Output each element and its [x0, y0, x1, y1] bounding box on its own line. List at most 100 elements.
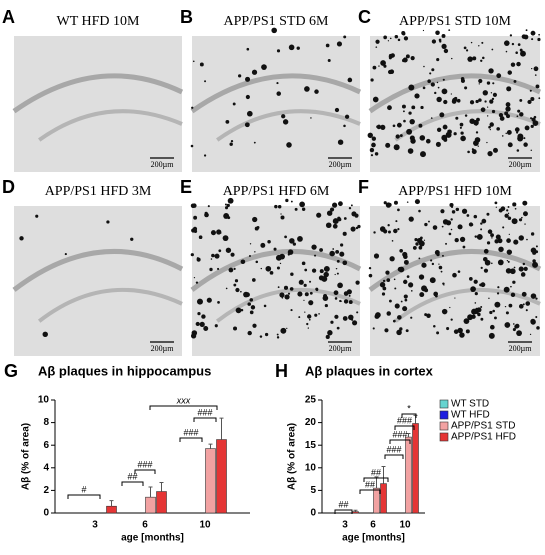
plaque-spot — [342, 260, 348, 266]
panel-letter: G — [4, 361, 18, 381]
plaque-spot — [520, 51, 524, 55]
plaque-spot — [518, 235, 524, 241]
plaque-spot — [403, 294, 408, 299]
plaque-spot — [497, 238, 503, 244]
plaque-spot — [510, 292, 516, 298]
plaque-spot — [311, 268, 317, 273]
significance-bracket — [384, 454, 404, 459]
error-bar — [159, 481, 164, 492]
error-bar — [353, 509, 358, 512]
plaque-spot — [529, 333, 532, 336]
plaque-spot — [486, 141, 488, 144]
significance-label: ### — [197, 407, 212, 417]
plaque-spot — [507, 206, 510, 208]
plaque-spot — [415, 242, 419, 246]
plaque-spot — [418, 257, 421, 260]
plaque-spot — [281, 114, 286, 119]
plaque-spot — [378, 65, 380, 67]
plaque-spot — [217, 267, 220, 271]
plaque-spot — [480, 59, 483, 62]
plaque-spot — [280, 327, 287, 334]
plaque-spot — [387, 105, 392, 111]
y-tick-label: 8 — [43, 417, 49, 428]
plaque-spot — [343, 299, 349, 304]
plaque-spot — [401, 104, 406, 109]
plaque-spot — [512, 280, 516, 284]
plaque-spot — [478, 78, 483, 84]
significance-bracket — [121, 481, 144, 486]
bar — [405, 436, 412, 514]
plaque-spot — [488, 125, 491, 129]
plaque-spot — [373, 231, 376, 234]
plaque-spot — [233, 326, 238, 331]
plaque-spot — [245, 76, 251, 82]
white-bg — [14, 24, 182, 36]
micrograph — [192, 24, 360, 172]
plaque-spot — [481, 218, 487, 224]
plaque-spot — [306, 314, 312, 319]
plaque-spot — [422, 29, 425, 32]
x-tick-label: 6 — [142, 520, 148, 531]
plaque-spot — [524, 125, 530, 131]
plaque-spot — [288, 44, 295, 51]
plaque-spot — [401, 30, 406, 35]
plaque-spot — [357, 224, 361, 229]
plaque-spot — [225, 287, 228, 290]
plaque-spot — [457, 327, 463, 334]
x-tick-label: 10 — [399, 520, 411, 531]
scale-label: 200µm — [509, 160, 533, 169]
plaque-spot — [421, 262, 427, 268]
plaque-spot — [482, 90, 488, 96]
plaque-spot — [230, 139, 234, 143]
plaque-spot — [516, 61, 521, 67]
plaque-spot — [193, 215, 198, 220]
plaque-spot — [486, 241, 491, 245]
plaque-spot — [395, 134, 400, 139]
plaque-spot — [530, 124, 534, 128]
plaque-spot — [443, 137, 448, 142]
plaque-spot — [209, 267, 213, 272]
plaque-spot — [240, 290, 242, 293]
plaque-spot — [450, 318, 453, 321]
plaque-spot — [537, 37, 541, 42]
plaque-spot — [294, 207, 298, 211]
panel-letter: B — [180, 7, 193, 27]
plaque-spot — [506, 249, 513, 255]
plaque-spot — [531, 67, 533, 70]
plaque-spot — [406, 201, 409, 203]
plaque-spot — [473, 279, 478, 284]
plaque-spot — [292, 242, 296, 246]
y-tick-label: 25 — [305, 395, 317, 406]
plaque-spot — [467, 150, 470, 154]
plaque-spot — [526, 238, 528, 241]
plaque-spot — [337, 139, 344, 145]
plaque-spot — [446, 326, 450, 331]
plaque-spot — [480, 107, 486, 113]
plaque-spot — [424, 288, 429, 293]
plaque-spot — [480, 317, 484, 321]
plaque-spot — [533, 66, 539, 72]
plaque-spot — [429, 72, 432, 75]
y-tick-label: 4 — [43, 462, 49, 473]
plaque-spot — [402, 110, 405, 113]
plaque-spot — [523, 34, 529, 40]
y-tick-label: 10 — [38, 395, 50, 406]
plaque-spot — [505, 50, 508, 53]
plaque-spot — [399, 248, 403, 253]
plaque-spot — [452, 272, 457, 278]
plaque-spot — [402, 58, 406, 63]
plaque-spot — [229, 142, 233, 146]
plaque-spot — [249, 310, 254, 315]
plaque-spot — [339, 299, 342, 303]
plaque-spot — [466, 214, 470, 217]
plaque-spot — [406, 275, 410, 278]
plaque-spot — [538, 97, 541, 100]
plaque-spot — [414, 238, 418, 242]
plaque-spot — [355, 280, 360, 285]
panel-letter: F — [358, 177, 369, 197]
plaque-spot — [467, 314, 474, 321]
plaque-spot — [403, 254, 408, 260]
plaque-spot — [523, 137, 526, 140]
tissue-layer — [368, 73, 542, 114]
plaque-spot — [441, 43, 447, 49]
